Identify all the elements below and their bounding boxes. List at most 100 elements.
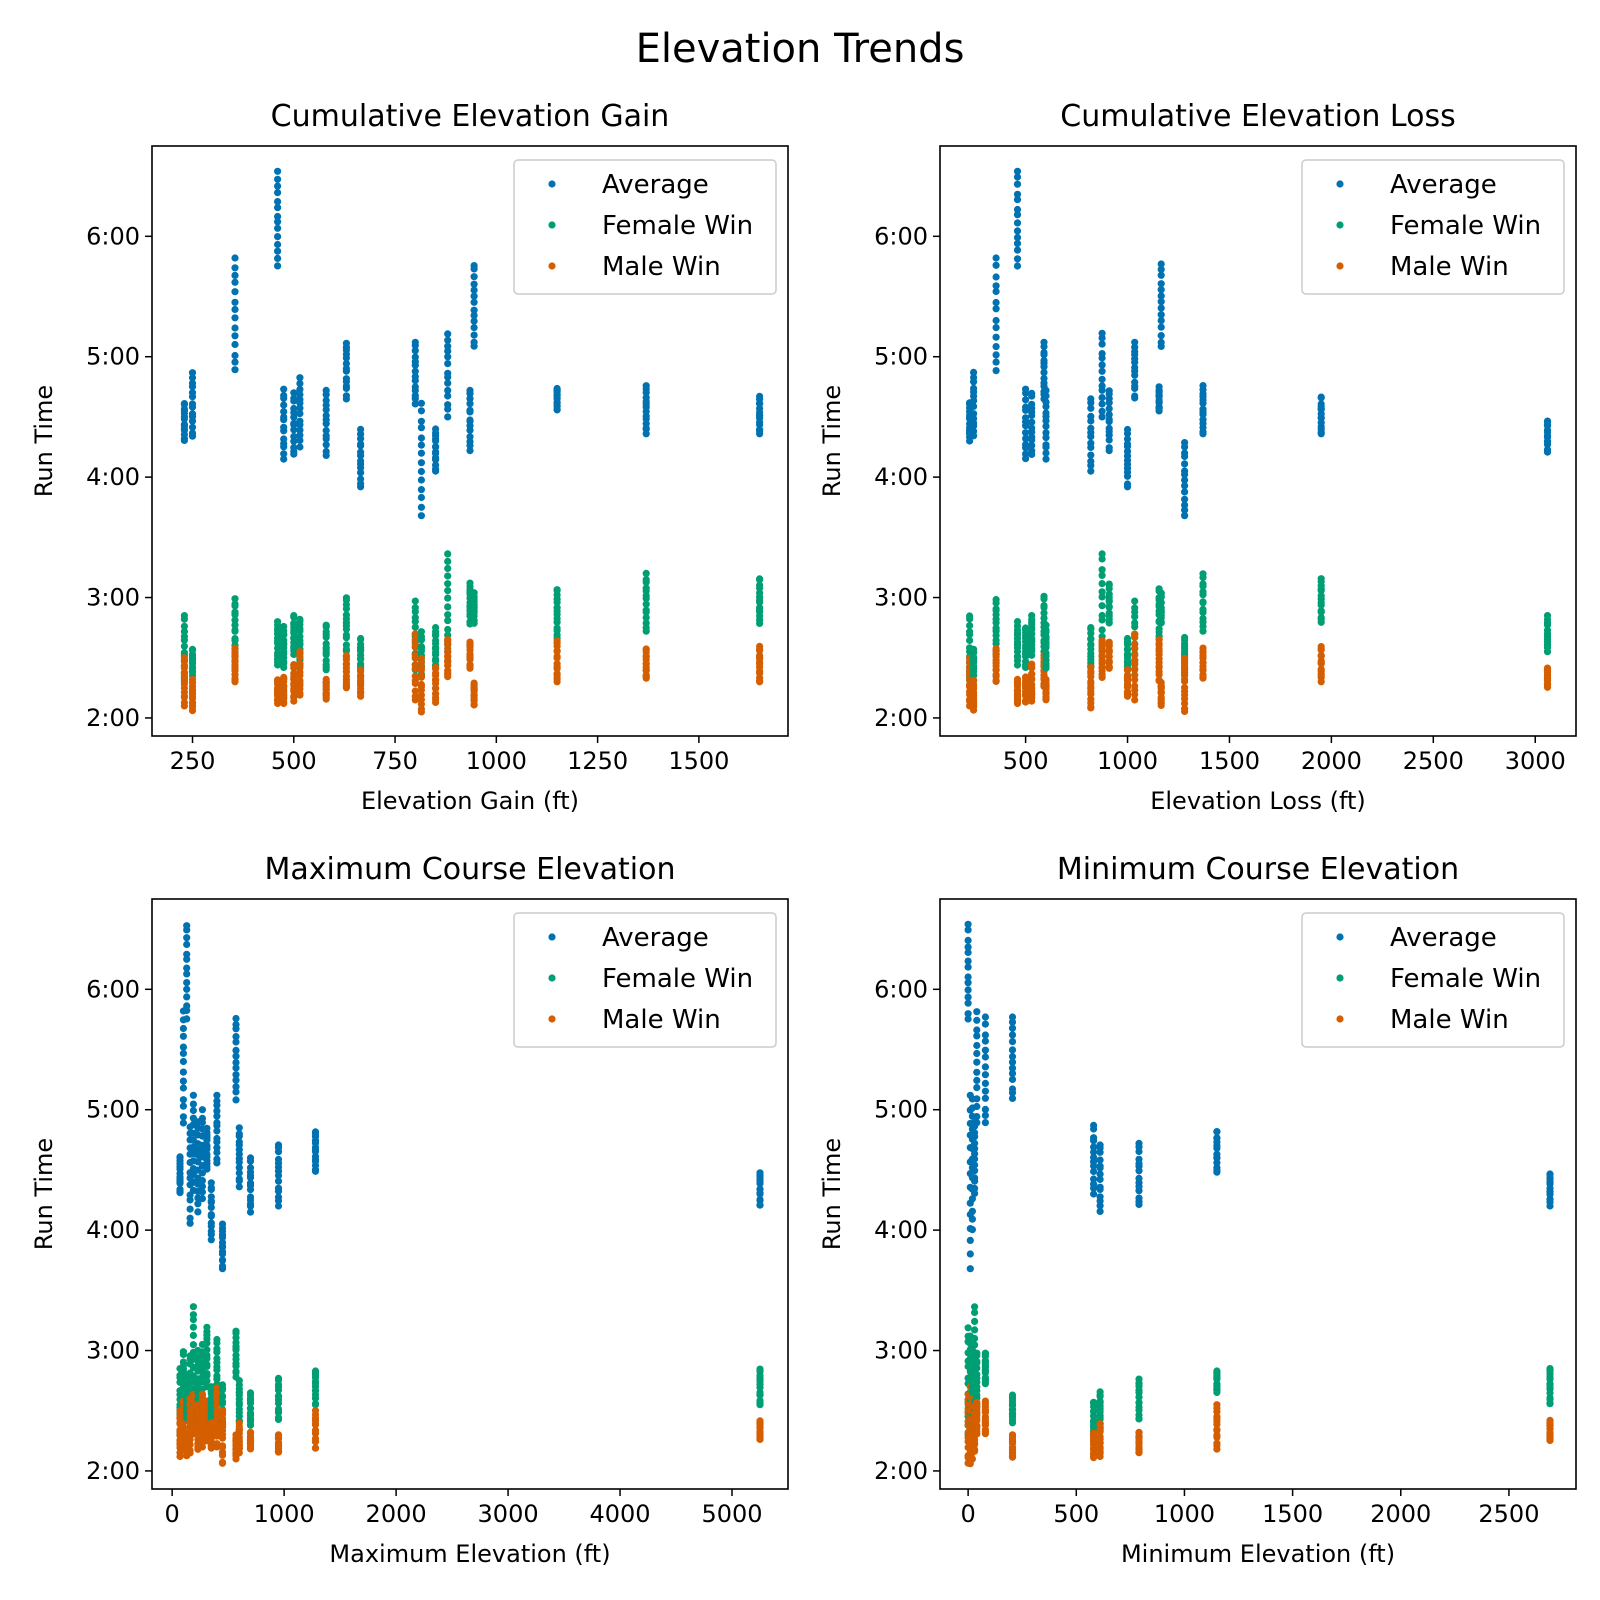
scatter-points (180, 167, 764, 716)
point-average (274, 1193, 283, 1201)
point-average (973, 1076, 981, 1084)
point-average (992, 367, 1000, 375)
point-female-win (1028, 612, 1036, 620)
point-male-win (218, 1407, 227, 1415)
point-average (274, 182, 282, 190)
point-male-win (417, 680, 425, 689)
point-average (1105, 444, 1113, 452)
y-tick-label: 5:00 (874, 1096, 928, 1124)
point-average (1123, 435, 1132, 443)
point-average (1008, 1052, 1017, 1061)
point-average (311, 1128, 320, 1136)
point-average (274, 167, 282, 175)
point-average (992, 282, 1000, 290)
point-average (1040, 374, 1048, 382)
point-average (188, 389, 197, 397)
point-male-win (357, 666, 365, 674)
point-average (322, 441, 330, 449)
point-male-win (411, 687, 419, 695)
point-average (207, 1193, 215, 1201)
point-average (1157, 292, 1165, 300)
legend-entry: Average (1390, 170, 1497, 200)
point-female-win (231, 608, 239, 616)
point-average (1096, 1141, 1104, 1149)
legend: Average Female Win Male Win (1301, 159, 1565, 295)
y-tick-label: 5:00 (86, 343, 140, 371)
point-average (981, 1031, 990, 1039)
point-average (417, 434, 425, 442)
point-male-win (311, 1444, 320, 1452)
point-average (1008, 1085, 1017, 1093)
point-female-win (232, 1367, 240, 1375)
point-average (280, 423, 288, 431)
point-average (1013, 173, 1022, 181)
point-female-win (1042, 649, 1050, 657)
x-tick-label: 2000 (1370, 1500, 1431, 1528)
x-tick-label: 4000 (590, 1500, 651, 1528)
point-male-win (1213, 1439, 1221, 1447)
x-tick-label: 3000 (478, 1500, 539, 1528)
point-average (470, 338, 478, 346)
point-female-win (971, 1341, 979, 1349)
subplot-3: Maximum Course Elevation 0 1000 2000 3000 400… (30, 852, 789, 1568)
point-average (274, 224, 282, 232)
point-male-win (1131, 671, 1139, 679)
point-average (1098, 382, 1106, 390)
point-average (1098, 361, 1106, 369)
point-male-win (213, 1416, 221, 1424)
point-average (444, 353, 452, 361)
point-average (232, 1046, 240, 1054)
x-axis-label: Elevation Gain (ft) (361, 787, 579, 815)
point-average (1213, 1128, 1221, 1136)
point-average (1028, 433, 1036, 441)
point-average (231, 254, 239, 262)
point-female-win (1040, 614, 1048, 622)
point-average (981, 1087, 990, 1095)
point-female-win (290, 619, 298, 627)
point-average (231, 288, 239, 296)
point-female-win (966, 636, 974, 645)
point-average (1022, 414, 1030, 422)
point-average (1199, 416, 1207, 424)
point-female-win (756, 1396, 764, 1405)
point-average (1022, 450, 1030, 458)
point-female-win (189, 1323, 197, 1331)
point-female-win (179, 1358, 187, 1366)
point-average (1087, 404, 1095, 412)
point-average (1181, 460, 1189, 468)
legend-entry: Male Win (602, 252, 721, 282)
point-male-win (973, 1422, 981, 1430)
point-average (186, 1214, 194, 1222)
point-female-win (1155, 625, 1163, 633)
point-average (432, 425, 440, 433)
point-average (296, 385, 304, 393)
point-male-win (1317, 643, 1325, 651)
legend-box (1301, 159, 1565, 295)
point-average (1040, 338, 1048, 346)
point-female-win (444, 580, 452, 588)
point-average (466, 400, 474, 408)
point-average (183, 934, 191, 942)
y-tick-label: 4:00 (874, 463, 928, 491)
point-average (188, 369, 197, 377)
point-average (1096, 1162, 1104, 1170)
point-female-win (213, 1345, 221, 1353)
point-average (964, 986, 972, 994)
point-male-win (411, 630, 419, 638)
point-female-win (444, 625, 452, 634)
point-female-win (235, 1377, 243, 1385)
point-average (232, 1076, 240, 1084)
point-average (274, 189, 282, 197)
point-female-win (232, 1351, 240, 1359)
point-male-win (1155, 636, 1163, 644)
point-male-win (1317, 651, 1325, 660)
point-average (183, 922, 191, 930)
point-average (1317, 393, 1325, 401)
point-average (322, 411, 330, 420)
point-average (1135, 1139, 1143, 1147)
point-male-win (1013, 675, 1022, 684)
point-female-win (444, 594, 452, 602)
x-tick-label: 2500 (1478, 1500, 1539, 1528)
point-average (1013, 167, 1022, 175)
legend-entry: Average (602, 170, 709, 200)
